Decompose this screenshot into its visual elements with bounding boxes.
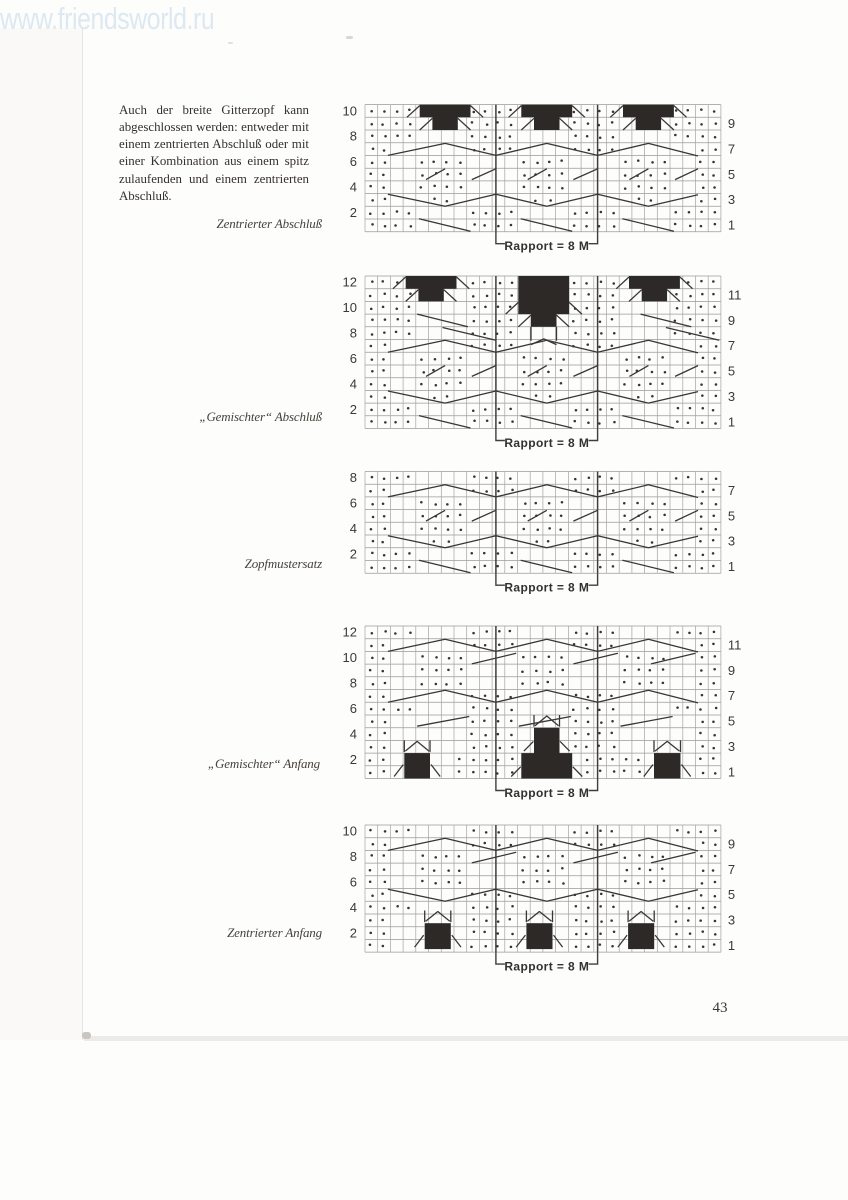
- svg-text:Rapport = 8 M: Rapport = 8 M: [504, 239, 589, 253]
- svg-text:6: 6: [350, 875, 357, 890]
- svg-text:4: 4: [350, 900, 357, 915]
- svg-text:4: 4: [350, 180, 357, 195]
- svg-text:7: 7: [728, 338, 735, 353]
- svg-text:Rapport = 8 M: Rapport = 8 M: [504, 786, 589, 800]
- svg-text:4: 4: [350, 726, 357, 741]
- svg-text:9: 9: [728, 116, 735, 131]
- svg-text:5: 5: [728, 167, 735, 182]
- svg-text:7: 7: [728, 688, 735, 703]
- svg-text:1: 1: [728, 218, 735, 233]
- svg-text:5: 5: [728, 364, 735, 379]
- svg-text:10: 10: [343, 650, 357, 665]
- svg-text:6: 6: [350, 496, 357, 511]
- svg-text:4: 4: [350, 521, 357, 536]
- svg-text:5: 5: [728, 508, 735, 523]
- svg-text:3: 3: [728, 389, 735, 404]
- svg-text:6: 6: [350, 154, 357, 169]
- svg-text:5: 5: [728, 887, 735, 902]
- svg-text:3: 3: [728, 192, 735, 207]
- svg-text:3: 3: [728, 739, 735, 754]
- svg-text:2: 2: [350, 402, 357, 417]
- svg-text:1: 1: [728, 938, 735, 953]
- svg-text:7: 7: [728, 862, 735, 877]
- svg-text:8: 8: [350, 129, 357, 144]
- svg-text:6: 6: [350, 351, 357, 366]
- svg-text:Rapport = 8 M: Rapport = 8 M: [504, 960, 589, 974]
- svg-text:8: 8: [350, 849, 357, 864]
- svg-text:9: 9: [728, 313, 735, 328]
- svg-text:2: 2: [350, 925, 357, 940]
- svg-text:Rapport = 8 M: Rapport = 8 M: [504, 581, 589, 595]
- svg-text:1: 1: [728, 559, 735, 574]
- svg-text:3: 3: [728, 534, 735, 549]
- svg-text:8: 8: [350, 470, 357, 485]
- svg-text:2: 2: [350, 205, 357, 220]
- svg-text:3: 3: [728, 913, 735, 928]
- svg-text:11: 11: [728, 637, 742, 652]
- svg-text:5: 5: [728, 714, 735, 729]
- svg-text:6: 6: [350, 701, 357, 716]
- svg-text:1: 1: [728, 415, 735, 430]
- svg-text:10: 10: [343, 824, 357, 839]
- svg-text:7: 7: [728, 141, 735, 156]
- svg-text:10: 10: [343, 300, 357, 315]
- svg-text:10: 10: [343, 103, 357, 118]
- svg-text:7: 7: [728, 483, 735, 498]
- svg-text:2: 2: [350, 546, 357, 561]
- svg-text:1: 1: [728, 765, 735, 780]
- svg-text:2: 2: [350, 752, 357, 767]
- svg-text:12: 12: [343, 275, 357, 290]
- svg-text:4: 4: [350, 376, 357, 391]
- svg-text:9: 9: [728, 836, 735, 851]
- svg-text:8: 8: [350, 676, 357, 691]
- svg-text:11: 11: [728, 287, 742, 302]
- svg-text:8: 8: [350, 326, 357, 341]
- svg-text:9: 9: [728, 663, 735, 678]
- svg-text:Rapport = 8 M: Rapport = 8 M: [504, 436, 589, 450]
- svg-text:12: 12: [343, 625, 357, 640]
